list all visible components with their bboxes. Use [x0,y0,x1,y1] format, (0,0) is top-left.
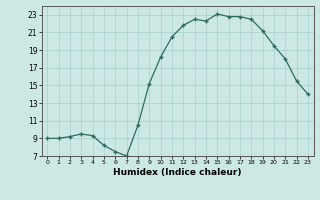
X-axis label: Humidex (Indice chaleur): Humidex (Indice chaleur) [113,168,242,177]
